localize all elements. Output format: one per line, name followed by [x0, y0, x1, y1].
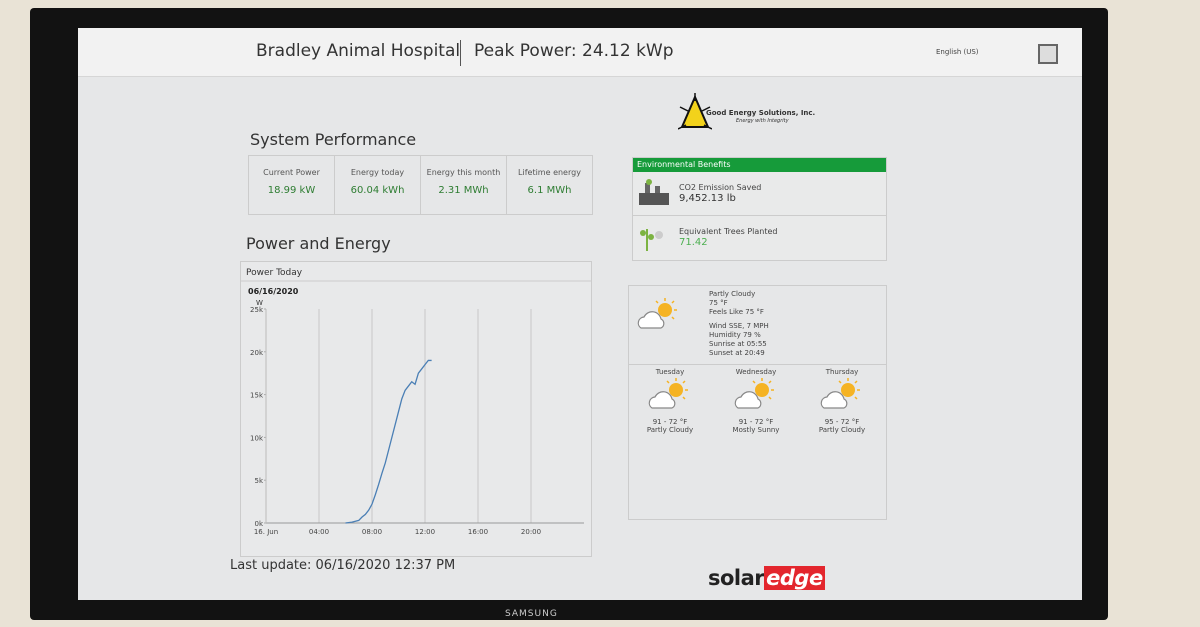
forecast-day: Tuesday 91 - 72 °F Partly Cloudy — [635, 368, 705, 434]
performance-value: 18.99 kW — [267, 185, 316, 196]
performance-label: Energy today — [350, 168, 405, 177]
chart-frame — [240, 261, 592, 557]
panel-title: Power Today — [246, 268, 303, 278]
x-tick-label: 16. Jun — [254, 528, 278, 536]
x-tick-label: 04:00 — [309, 528, 329, 536]
performance-label: Energy this month — [426, 168, 501, 177]
forecast-name: Thursday — [825, 368, 859, 376]
current-weather: Partly Cloudy 75 °F Feels Like 75 °F Wind S… — [709, 290, 769, 358]
tv-brand: SAMSUNG — [505, 609, 558, 619]
weather-panel: Partly Cloudy 75 °F Feels Like 75 °F Wind S… — [628, 285, 887, 520]
x-tick-label: 16:00 — [468, 528, 488, 536]
logo: Good Energy Solutions, Inc. Energy with … — [677, 93, 815, 137]
performance-cell: Lifetime energy 6.1 MWh — [507, 156, 592, 214]
weather-icon — [637, 298, 677, 329]
forecast-temp: 91 - 72 °F — [652, 418, 688, 426]
weather-line: Wind SSE, 7 MPH — [709, 322, 769, 330]
x-tick-label: 08:00 — [362, 528, 382, 536]
logo-name: Good Energy Solutions, Inc. — [706, 109, 816, 117]
performance-panel: Current Power 18.99 kW Energy today 60.04 k… — [248, 155, 593, 215]
top-bar: Bradley Animal Hospital Peak Power: 24.1… — [78, 28, 1082, 77]
forecast-temp: 91 - 72 °F — [738, 418, 774, 426]
performance-cell: Energy today 60.04 kWh — [335, 156, 421, 214]
forecast-condition: Partly Cloudy — [646, 426, 694, 434]
y-tick-label: 20k — [250, 349, 264, 357]
x-tick-label: 20:00 — [521, 528, 541, 536]
weather-line: Humidity 79 % — [709, 331, 761, 339]
screen: Bradley Animal Hospital Peak Power: 24.1… — [78, 28, 1082, 600]
benefit-icon — [639, 179, 669, 205]
performance-value: 6.1 MWh — [527, 185, 572, 196]
forecast-name: Tuesday — [655, 368, 685, 376]
chart-date: 06/16/2020 — [248, 287, 299, 296]
section-title: Power and Energy — [246, 234, 391, 253]
weather-line: Feels Like 75 °F — [709, 308, 764, 316]
divider — [629, 364, 886, 365]
forecast-temp: 95 - 72 °F — [824, 418, 860, 426]
y-axis-label: W — [256, 299, 263, 307]
benefit-icon — [640, 229, 663, 251]
brand-text: solar — [708, 566, 765, 590]
weather-line: Sunrise at 05:55 — [709, 340, 767, 348]
weather-line: Partly Cloudy — [709, 290, 756, 298]
benefit-row: CO2 Emission Saved 9,452.13 lb — [633, 172, 886, 216]
weather-icon — [820, 378, 860, 409]
y-tick-label: 10k — [250, 434, 264, 442]
performance-value: 60.04 kWh — [350, 185, 405, 196]
fullscreen-button[interactable] — [1038, 44, 1058, 64]
forecast-day: Wednesday 91 - 72 °F Mostly Sunny — [721, 368, 791, 434]
weather-line: 75 °F — [709, 299, 728, 307]
brand-logo: solaredge — [708, 566, 825, 590]
performance-label: Lifetime energy — [518, 168, 581, 177]
language-select[interactable]: English (US) — [936, 48, 979, 56]
forecast-day: Thursday 95 - 72 °F Partly Cloudy — [807, 368, 877, 434]
y-tick-label: 0k — [254, 520, 263, 528]
forecast-condition: Mostly Sunny — [732, 426, 780, 434]
y-tick-label: 15k — [250, 392, 264, 400]
weather-icon — [734, 378, 774, 409]
performance-cell: Current Power 18.99 kW — [249, 156, 335, 214]
peak-power: Peak Power: 24.12 kWp — [474, 41, 674, 61]
last-update: Last update: 06/16/2020 12:37 PM — [230, 558, 456, 573]
forecast-condition: Partly Cloudy — [818, 426, 866, 434]
y-tick-label: 5k — [254, 477, 263, 485]
benefit-value: 71.42 — [679, 237, 708, 248]
power-chart: Power Today 06/16/2020 W 0k 5k 10k 15k 20k 25… — [240, 261, 592, 557]
section-title: System Performance — [250, 130, 417, 149]
site-name: Bradley Animal Hospital — [256, 41, 461, 61]
environment-panel: Environmental Benefits CO2 Emission Save… — [632, 157, 887, 261]
benefit-row: Equivalent Trees Planted 71.42 — [633, 216, 886, 259]
separator — [460, 40, 461, 66]
weather-icon — [648, 378, 688, 409]
performance-label: Current Power — [263, 168, 320, 177]
benefit-value: 9,452.13 lb — [679, 193, 736, 204]
panel-header: Environmental Benefits — [633, 158, 886, 172]
logo-tagline: Energy with Integrity — [736, 118, 789, 124]
weather-line: Sunset at 20:49 — [709, 349, 765, 357]
power-line — [345, 359, 432, 524]
logo-icon — [677, 93, 713, 130]
benefit-label: CO2 Emission Saved — [679, 183, 762, 192]
x-tick-label: 12:00 — [415, 528, 435, 536]
performance-cell: Energy this month 2.31 MWh — [421, 156, 507, 214]
forecast-name: Wednesday — [735, 368, 777, 376]
performance-value: 2.31 MWh — [438, 185, 489, 196]
benefit-label: Equivalent Trees Planted — [679, 227, 778, 236]
brand-text: edge — [764, 566, 825, 590]
y-tick-label: 25k — [250, 306, 264, 314]
